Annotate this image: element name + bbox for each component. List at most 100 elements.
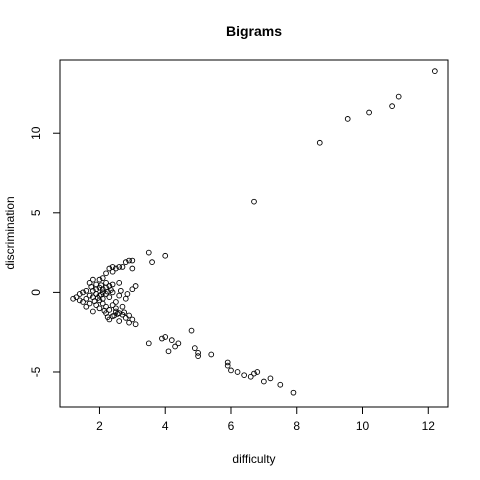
- data-point-36: [76, 291, 83, 297]
- data-point-116: [88, 283, 95, 290]
- data-point-11: [129, 257, 136, 264]
- data-point-115: [94, 295, 101, 301]
- data-point-20: [103, 270, 109, 277]
- data-point-80: [165, 348, 172, 355]
- x-tick-label-0: 2: [96, 419, 103, 433]
- data-point-3: [366, 109, 372, 116]
- data-point-74: [103, 279, 109, 286]
- plot-frame: [59, 59, 449, 408]
- x-tick-label-1: 4: [162, 419, 169, 433]
- data-point-63: [86, 300, 93, 307]
- data-point-72: [86, 292, 93, 299]
- data-point-70: [113, 299, 119, 305]
- data-point-18: [106, 265, 113, 272]
- data-point-113: [98, 282, 104, 289]
- data-point-103: [93, 281, 100, 288]
- data-point-57: [132, 321, 139, 328]
- x-axis-label: difficulty: [232, 452, 275, 466]
- data-point-39: [76, 297, 83, 304]
- data-point-53: [122, 315, 129, 321]
- data-point-2: [389, 103, 395, 110]
- data-point-82: [175, 340, 182, 347]
- data-point-56: [129, 316, 136, 323]
- data-point-69: [106, 294, 113, 301]
- data-point-66: [80, 299, 86, 305]
- data-point-84: [191, 345, 198, 351]
- data-point-81: [172, 343, 178, 350]
- data-point-75: [113, 305, 119, 312]
- data-point-35: [80, 289, 86, 296]
- data-point-28: [109, 281, 116, 288]
- data-point-21: [99, 275, 106, 281]
- data-point-23: [90, 276, 96, 283]
- x-tick-label-4: 10: [356, 419, 370, 433]
- data-point-99: [290, 389, 297, 396]
- data-point-105: [108, 287, 114, 293]
- data-point-46: [122, 295, 129, 302]
- data-point-10: [126, 257, 132, 264]
- data-point-4: [344, 116, 351, 122]
- data-point-92: [241, 372, 247, 379]
- data-point-1: [395, 93, 402, 100]
- data-point-5: [316, 139, 323, 146]
- data-point-54: [116, 318, 123, 324]
- data-point-77: [159, 335, 165, 342]
- data-point-114: [104, 288, 111, 295]
- data-point-8: [149, 259, 155, 266]
- data-point-15: [116, 264, 123, 270]
- data-point-117: [117, 287, 124, 294]
- data-point-90: [228, 367, 234, 374]
- data-point-38: [70, 295, 77, 302]
- data-point-78: [162, 334, 169, 340]
- data-point-83: [188, 327, 195, 334]
- data-point-101: [109, 302, 116, 308]
- data-point-26: [132, 283, 139, 289]
- data-point-93: [251, 370, 257, 377]
- data-point-96: [261, 378, 267, 385]
- data-point-61: [96, 305, 103, 312]
- x-axis: 2 4 6 8 10 12: [96, 407, 435, 433]
- y-tick-label-3: 10: [29, 126, 43, 140]
- data-point-108: [111, 312, 118, 319]
- data-point-88: [224, 359, 231, 366]
- data-point-19: [109, 268, 116, 275]
- data-point-6: [251, 198, 257, 205]
- data-point-27: [129, 286, 136, 293]
- data-point-55: [126, 319, 132, 326]
- data-point-37: [73, 294, 80, 301]
- data-points: [70, 68, 438, 396]
- data-point-87: [208, 351, 215, 358]
- data-point-34: [83, 287, 90, 294]
- data-point-64: [83, 303, 90, 310]
- x-tick-label-3: 8: [293, 419, 300, 433]
- data-point-25: [116, 279, 123, 286]
- chart-title: Bigrams: [226, 23, 282, 39]
- data-point-112: [126, 312, 132, 319]
- data-point-76: [145, 340, 152, 347]
- y-axis-label: discrimination: [3, 196, 17, 269]
- data-point-104: [98, 291, 104, 298]
- data-point-79: [168, 337, 175, 343]
- data-point-86: [195, 353, 201, 359]
- data-point-22: [96, 276, 103, 283]
- data-point-109: [104, 314, 111, 320]
- data-point-85: [195, 350, 201, 356]
- data-point-110: [114, 311, 121, 317]
- y-axis: -5 0 5 10: [29, 126, 60, 377]
- data-point-97: [267, 375, 274, 382]
- y-tick-label-1: 0: [29, 289, 43, 296]
- y-tick-label-2: 5: [29, 209, 43, 216]
- data-point-13: [129, 265, 136, 272]
- data-point-106: [91, 298, 98, 304]
- data-point-14: [119, 264, 126, 270]
- data-point-7: [145, 249, 152, 256]
- data-point-71: [119, 303, 126, 310]
- data-point-107: [101, 307, 108, 314]
- data-point-9: [162, 252, 169, 259]
- data-point-45: [116, 292, 123, 299]
- x-tick-label-2: 6: [228, 419, 235, 433]
- data-point-95: [247, 373, 254, 380]
- y-tick-label-0: -5: [29, 366, 43, 377]
- data-point-91: [234, 369, 241, 375]
